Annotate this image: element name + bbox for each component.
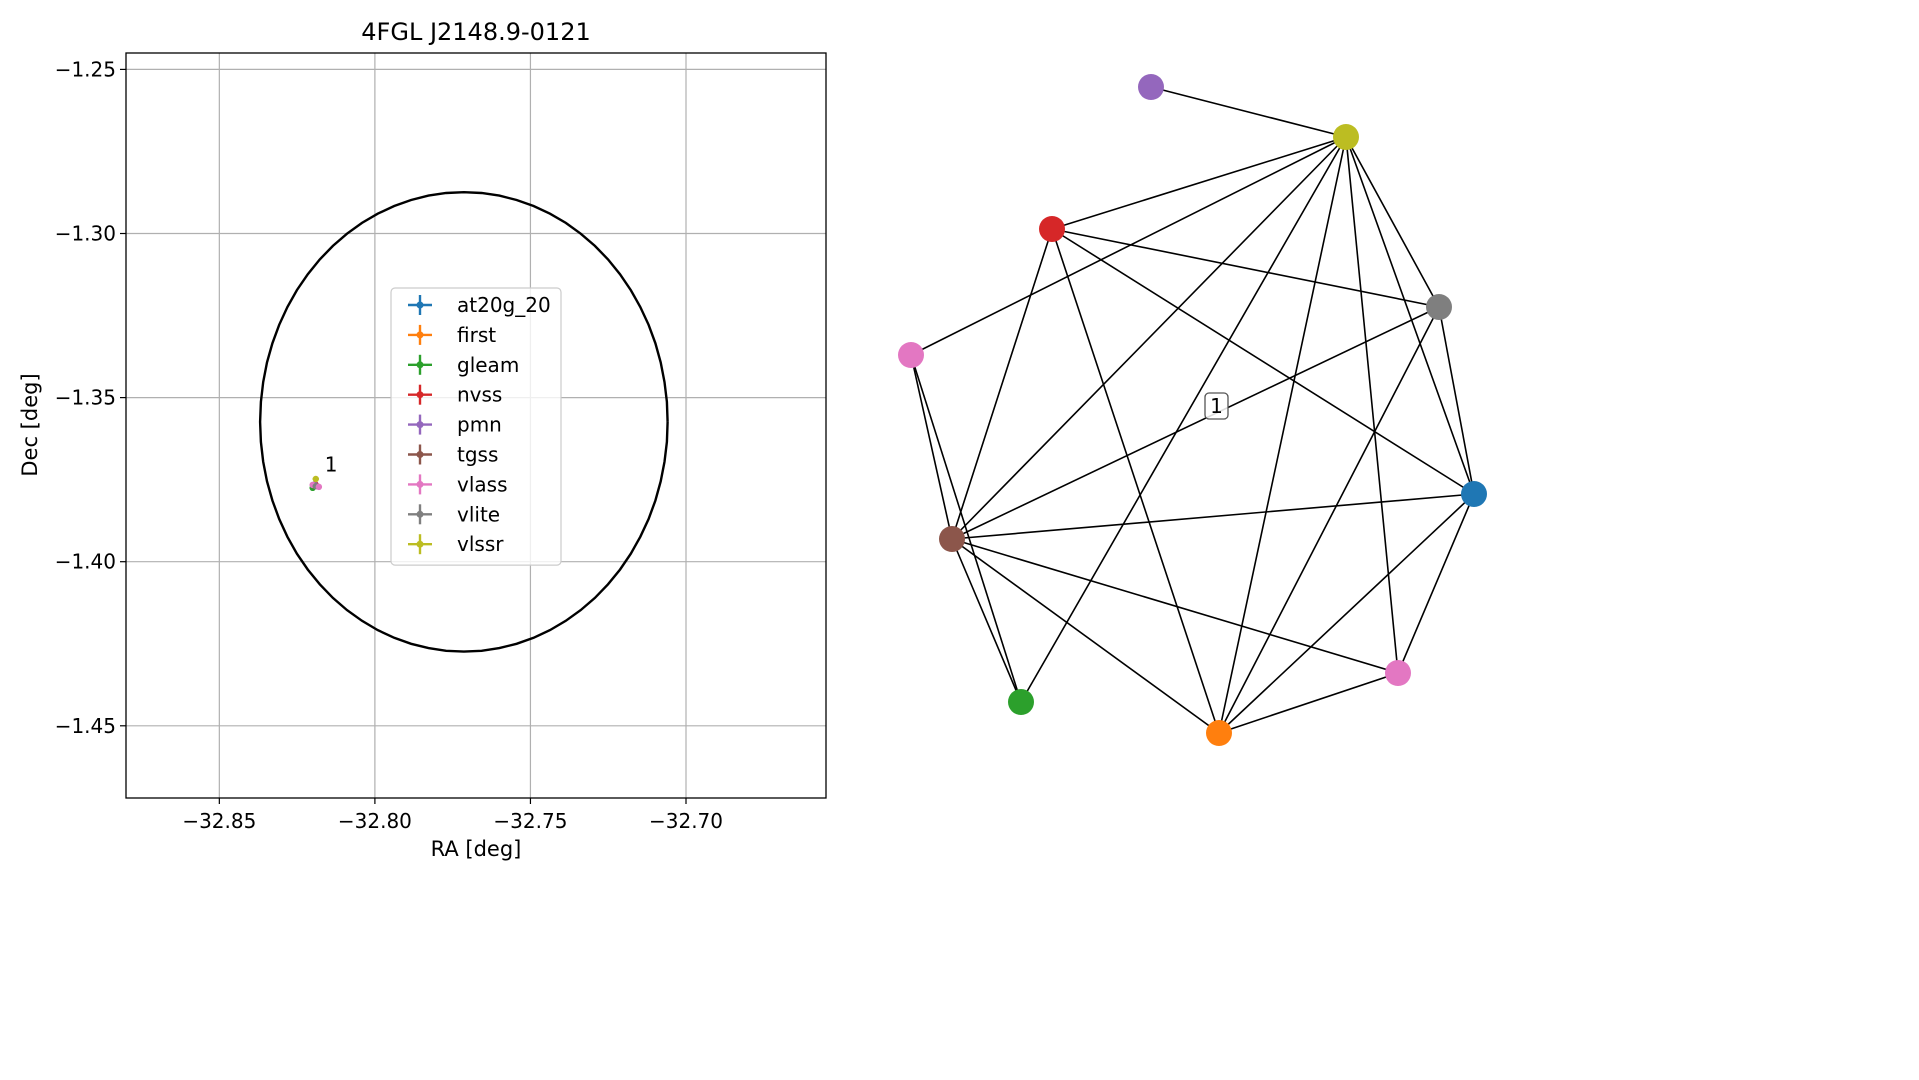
graph-edge [1051, 136, 1347, 230]
legend-swatch-dot [416, 421, 424, 429]
legend-entry: tgss [457, 443, 498, 467]
graph-edge [951, 136, 1347, 540]
graph-edge [951, 538, 1220, 734]
graph-edge [1345, 136, 1475, 495]
graph-edge [910, 136, 1347, 356]
legend-swatch-dot [416, 510, 424, 518]
legend-swatch-dot [416, 301, 424, 309]
graph-edge [951, 306, 1440, 540]
x-tick-label: −32.70 [649, 809, 723, 833]
match-network-graph: 1 [898, 74, 1487, 746]
graph-edge [1218, 672, 1399, 734]
graph-node-green [1008, 689, 1034, 715]
legend-swatch-dot [416, 391, 424, 399]
graph-edge [1218, 136, 1347, 734]
graph-edge [951, 228, 1053, 540]
graph-edge [910, 354, 1022, 703]
legend-entry: vlite [457, 502, 500, 526]
x-tick-label: −32.85 [182, 809, 256, 833]
legend-swatch-dot [416, 361, 424, 369]
x-axis-ticks: −32.85 −32.80 −32.75 −32.70 [182, 798, 723, 833]
graph-edge [1345, 136, 1399, 674]
legend-swatch-dot [416, 480, 424, 488]
source-points [309, 475, 323, 492]
plot-title: 4FGL J2148.9-0121 [361, 18, 590, 46]
graph-edge [910, 354, 953, 540]
x-tick-label: −32.75 [493, 809, 567, 833]
graph-node-gray [1426, 294, 1452, 320]
graph-label-text: 1 [1210, 394, 1223, 418]
graph-node-olive [1333, 124, 1359, 150]
graph-node-red [1039, 216, 1065, 242]
graph-label-box [1204, 392, 1229, 420]
graph-label: 1 [1204, 392, 1229, 420]
graph-node-pink_right [1385, 660, 1411, 686]
graph-edge [1218, 493, 1475, 734]
axes-frame [125, 52, 827, 799]
y-tick-label: −1.35 [55, 386, 116, 410]
graph-edge [1218, 306, 1440, 734]
graph-node-orange [1206, 720, 1232, 746]
graph-node-purple [1138, 74, 1164, 100]
legend-swatch-dot [416, 540, 424, 548]
y-tick-label: −1.30 [55, 222, 116, 246]
graph-edge [951, 538, 1399, 674]
graph-node-pink_left [898, 342, 924, 368]
graph-node-blue [1461, 481, 1487, 507]
point-annotation: 1 [325, 452, 338, 476]
error-ellipse [258, 190, 669, 653]
graph-nodes [898, 74, 1487, 746]
graph-node-brown [939, 526, 965, 552]
graph-edge [1438, 306, 1475, 495]
legend-entry: pmn [457, 413, 502, 437]
legend-entry: vlssr [457, 532, 504, 556]
legend-entry: vlass [457, 472, 508, 496]
point-annotations: 1 [325, 452, 338, 476]
legend-entry: gleam [457, 353, 519, 377]
extra-point [315, 483, 323, 491]
graph-edge [1051, 228, 1440, 308]
graph-edge [1345, 136, 1440, 308]
y-axis-ticks: −1.25 −1.30 −1.35 −1.40 −1.45 [55, 57, 126, 738]
legend-box [390, 287, 562, 566]
x-tick-label: −32.80 [338, 809, 412, 833]
sky-position-plot: 1 −32.85 −32.80 −32.75 −32.70 −1.25−1.30−1.… [18, 18, 827, 861]
legend-entry: first [457, 323, 496, 347]
graph-edges [910, 86, 1475, 734]
graph-edge [1397, 493, 1475, 674]
graph-edge [951, 493, 1475, 540]
y-axis-label: Dec [deg] [18, 373, 42, 476]
y-tick-label: −1.40 [55, 550, 116, 574]
error-ellipse-outline [258, 190, 669, 653]
legend-entry: nvss [457, 383, 502, 407]
legend-swatch-dot [416, 451, 424, 458]
graph-edge [1020, 136, 1347, 703]
y-tick-label: −1.45 [55, 714, 116, 738]
legend-entry: at20g_20 [457, 293, 551, 317]
graph-edge [1150, 86, 1347, 138]
graph-edge [1051, 228, 1220, 734]
legend-swatch-dot [416, 331, 424, 339]
vlssr-point [312, 475, 319, 483]
y-tick-label: −1.25 [55, 57, 116, 81]
grid-lines [126, 53, 826, 798]
graph-edge [951, 538, 1022, 703]
x-axis-label: RA [deg] [431, 837, 522, 861]
graph-edge [1051, 228, 1475, 495]
